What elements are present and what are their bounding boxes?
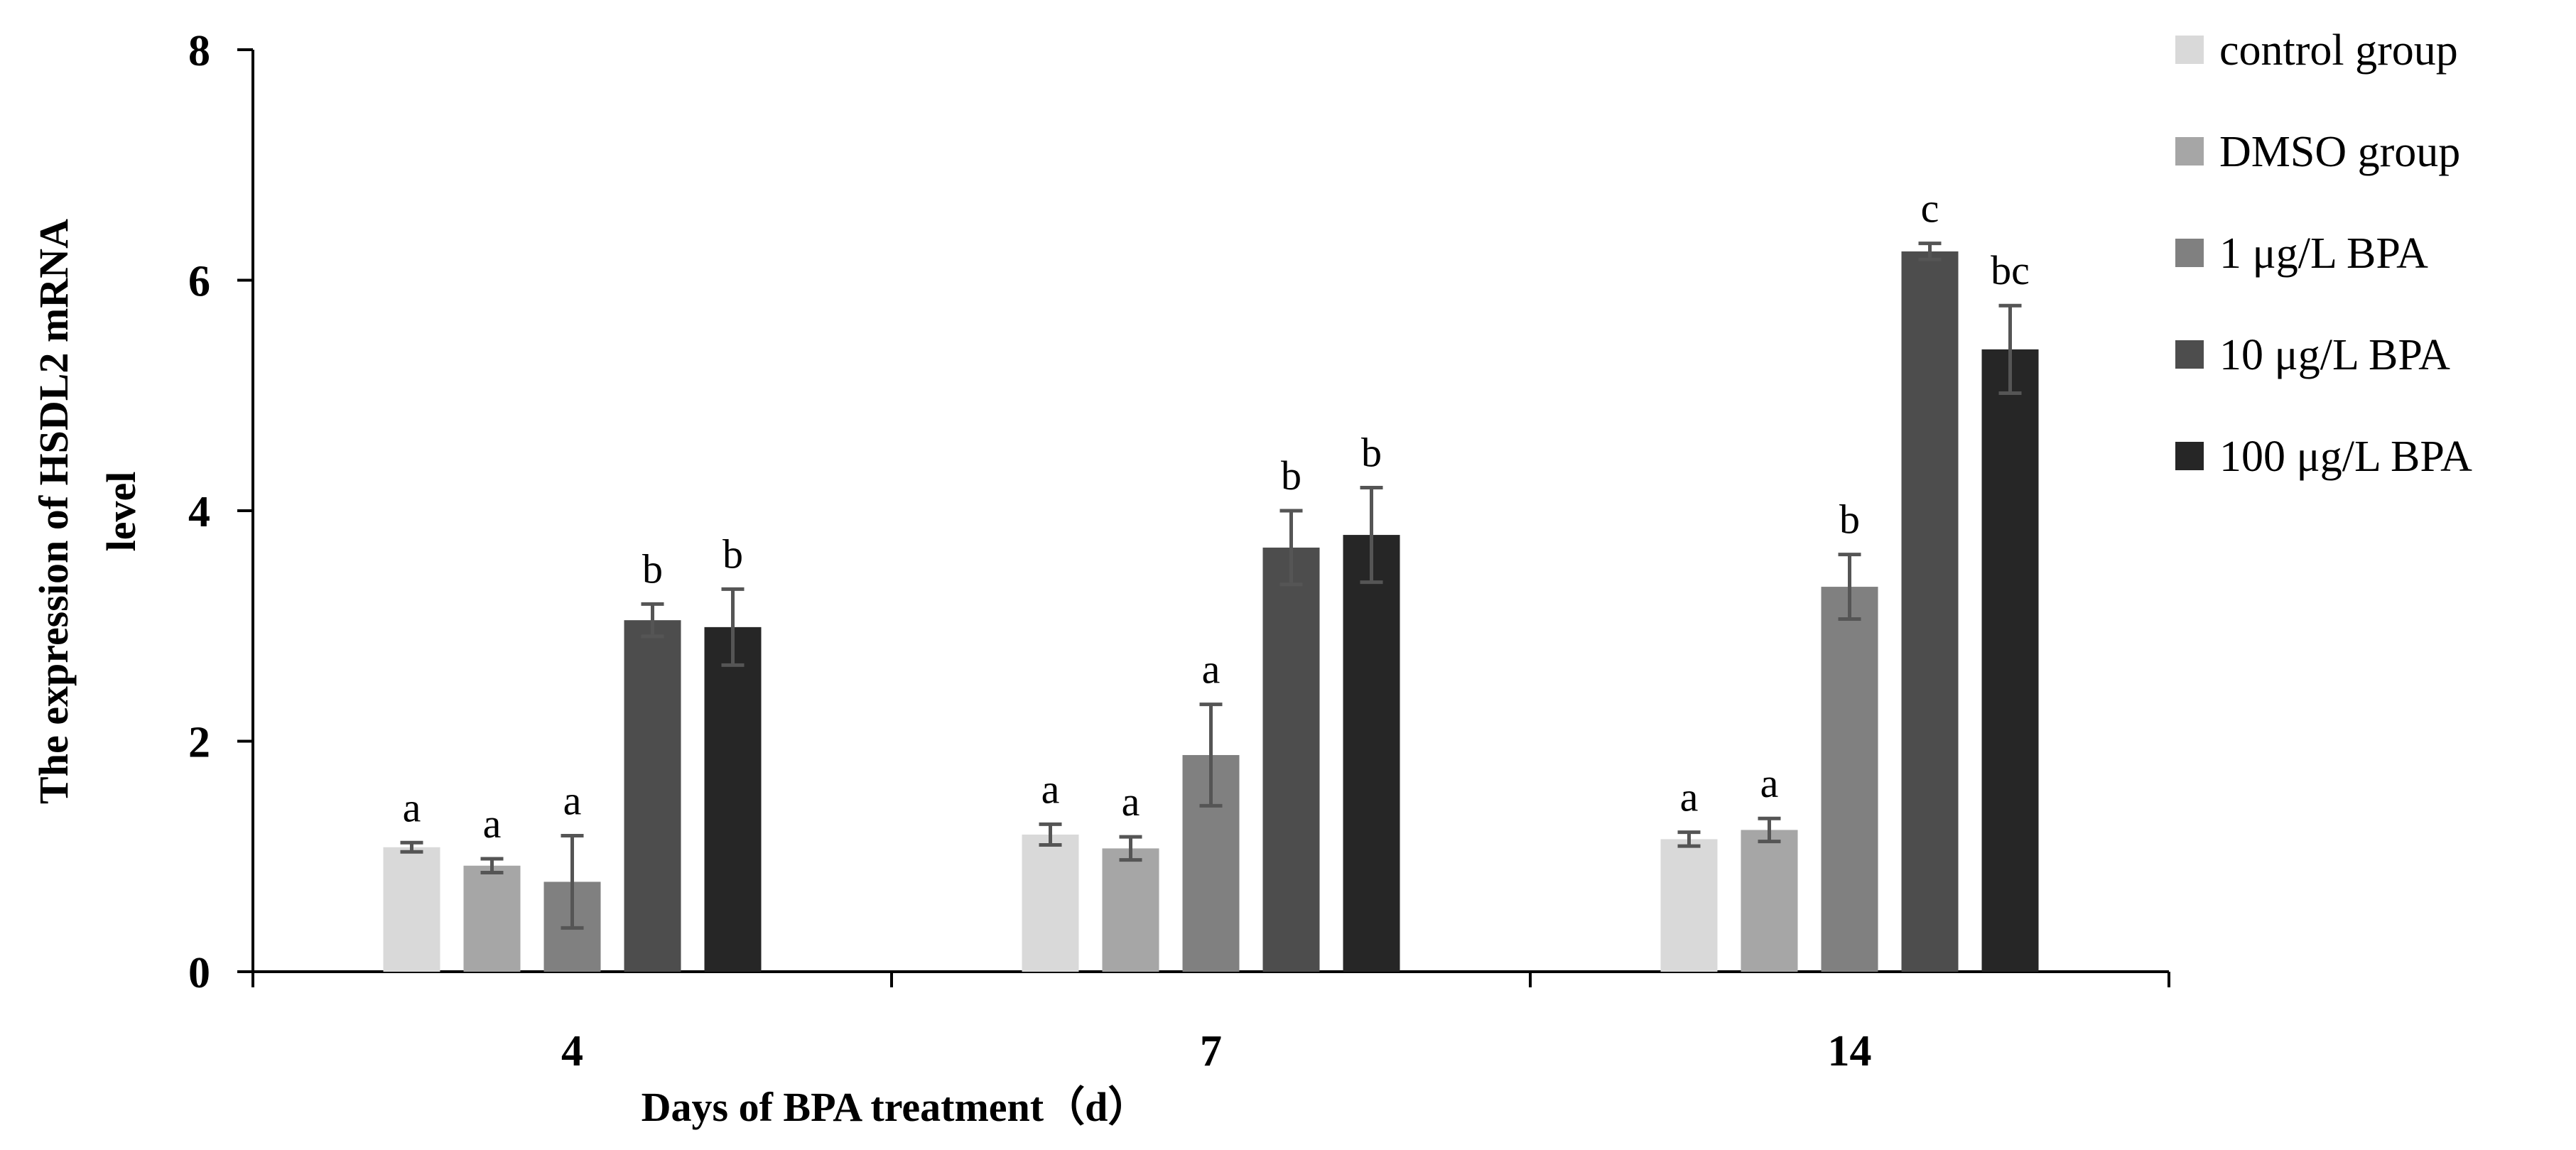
legend-label: 10 μg/L BPA — [2219, 331, 2450, 379]
bar — [1901, 251, 1959, 972]
bar — [1741, 830, 1798, 972]
significance-letter: a — [1202, 646, 1221, 693]
legend-label: DMSO group — [2219, 128, 2460, 176]
x-axis-ticks: 4 7 14 — [251, 972, 2170, 1075]
bar — [1022, 834, 1079, 972]
significance-letter: bc — [1991, 247, 2030, 293]
significance-letter: a — [483, 801, 502, 847]
significance-letter: c — [1921, 185, 1939, 232]
significance-letter: a — [563, 778, 582, 824]
y-axis-title: The expression of HSDL2 mRNA level — [31, 219, 144, 804]
legend-swatch — [2175, 239, 2204, 267]
y-tick-label: 4 — [188, 488, 210, 536]
significance-letter: b — [642, 546, 663, 592]
significance-letter: a — [1041, 766, 1060, 812]
legend-swatch — [2175, 36, 2204, 64]
y-axis-title-line1: The expression of HSDL2 mRNA — [31, 219, 77, 804]
significance-letter: a — [403, 784, 421, 830]
bar — [1343, 535, 1400, 972]
y-tick-label: 6 — [188, 258, 210, 306]
significance-letter: a — [1760, 760, 1779, 806]
x-tick-label: 4 — [561, 1027, 583, 1075]
bar — [1102, 848, 1159, 972]
legend-swatch — [2175, 340, 2204, 369]
y-tick-label: 2 — [188, 719, 210, 767]
legend: control group DMSO group 1 μg/L BPA 10 μg/L… — [2175, 26, 2472, 481]
x-tick-label: 7 — [1200, 1027, 1222, 1075]
error-bars — [400, 242, 2022, 930]
significance-letter: a — [1122, 779, 1140, 825]
y-axis-ticks: 0 2 4 6 8 — [188, 27, 253, 997]
legend-label: 100 μg/L BPA — [2219, 433, 2472, 481]
y-tick-label: 0 — [188, 949, 210, 997]
significance-letter: b — [1361, 430, 1382, 476]
bar — [1660, 839, 1718, 972]
y-axis-title-line2: level — [98, 472, 144, 552]
y-tick-label: 8 — [188, 27, 210, 75]
significance-letter: b — [723, 531, 743, 577]
legend-label: control group — [2219, 26, 2458, 75]
x-tick-label: 14 — [1828, 1027, 1872, 1075]
significance-letter: b — [1281, 452, 1301, 499]
legend-swatch — [2175, 137, 2204, 166]
significance-letter: b — [1839, 497, 1860, 543]
bar — [383, 847, 440, 972]
bar — [1981, 349, 2039, 972]
bar-series — [383, 251, 2039, 972]
legend-swatch — [2175, 442, 2204, 470]
bar — [1821, 587, 1878, 972]
x-axis-title: Days of BPA treatment（d） — [642, 1084, 1149, 1130]
legend-label: 1 μg/L BPA — [2219, 229, 2428, 278]
significance-letter: a — [1680, 774, 1699, 820]
bar — [624, 620, 681, 972]
bar — [1262, 547, 1320, 972]
bar — [463, 865, 521, 972]
bar — [704, 626, 762, 972]
